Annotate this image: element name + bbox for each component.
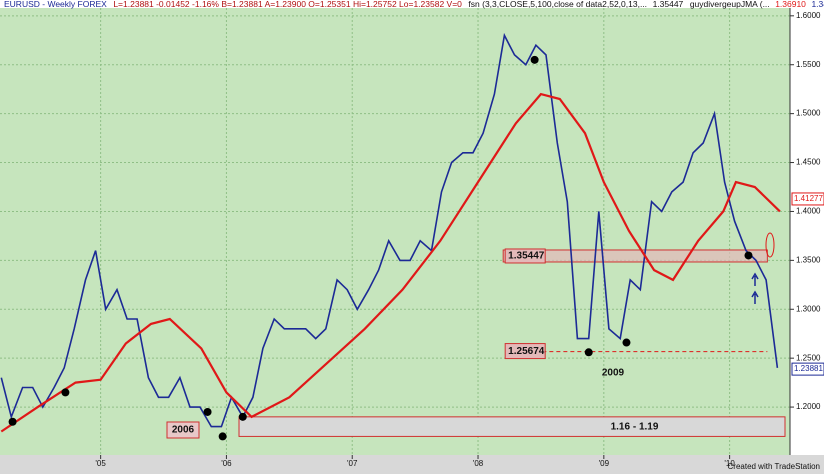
x-tick-label: '08 — [473, 459, 484, 468]
annotation: 2006 — [172, 425, 195, 436]
header-part: EURUSD - Weekly FOREX — [4, 0, 107, 9]
swing-dot — [238, 412, 247, 421]
y-tick-label: 1.6000 — [796, 11, 821, 20]
last-value-box — [791, 192, 824, 206]
header-part: 1.35447 — [653, 0, 684, 9]
x-tick-label: '10 — [724, 459, 735, 468]
x-tick-label: '09 — [599, 459, 610, 468]
level-label: 1.25674 — [508, 346, 545, 357]
arrows — [751, 272, 759, 304]
highlight-ellipse — [765, 232, 775, 258]
header-part: 1.34720 — [811, 0, 824, 9]
x-tick-label: '06 — [221, 459, 232, 468]
zone-label: 1.16 - 1.19 — [611, 421, 659, 432]
y-tick-label: 1.3000 — [796, 304, 821, 313]
x-tick-label: '05 — [95, 459, 106, 468]
y-tick-label: 1.5500 — [796, 60, 821, 69]
y-tick-label: 1.3500 — [796, 255, 821, 264]
zones: 1.16 - 1.19 1.35447 1.25674 — [238, 248, 786, 437]
level-label-box — [504, 248, 546, 264]
y-tick-label: 1.2000 — [796, 402, 821, 411]
level-label-box — [504, 343, 546, 360]
labels: 1.2000 1.2500 1.3000 1.3500 1.4000 1.4500 1.50… — [95, 8, 824, 468]
plot-area — [0, 8, 790, 455]
annotation: 2009 — [602, 368, 625, 379]
swing-dot — [744, 251, 753, 260]
swing-dot — [8, 417, 17, 426]
last-value-box — [791, 362, 824, 376]
header-part: L=1.23881 -0.01452 -1.16% B=1.23881 A=1.… — [113, 0, 462, 9]
header-part: 1.36910 — [775, 0, 806, 9]
y-tick-label: 1.4500 — [796, 158, 821, 167]
header: EURUSD - Weekly FOREX L=1.23881 -0.01452… — [4, 0, 824, 9]
jma-line — [0, 92, 781, 433]
header-part: fsn (3,3,CLOSE,5,100,close of data2,52,0… — [468, 0, 647, 9]
last-value-label: 1.23881 — [794, 364, 823, 373]
swing-dot — [622, 338, 631, 347]
footer: Created with TradeStation — [728, 462, 821, 471]
level-label: 1.35447 — [508, 251, 545, 262]
x-tick-label: '07 — [347, 459, 358, 468]
plot — [0, 32, 781, 441]
swing-dot — [61, 388, 70, 397]
support-zone — [238, 416, 786, 437]
swing-dot — [584, 348, 593, 357]
y-tick-label: 1.2500 — [796, 353, 821, 362]
swing-dot — [530, 55, 539, 64]
resistance-band — [502, 249, 768, 263]
header-part: guydivergeupJMA (... — [690, 0, 770, 9]
y-tick-label: 1.5000 — [796, 109, 821, 118]
y-tick-label: 1.4000 — [796, 207, 821, 216]
price-line — [0, 32, 779, 428]
last-value-label: 1.41277 — [794, 194, 823, 203]
swing-dot — [203, 407, 212, 416]
x-axis-band — [0, 455, 824, 474]
swing-dot — [218, 432, 227, 441]
annotation-box — [166, 421, 200, 439]
